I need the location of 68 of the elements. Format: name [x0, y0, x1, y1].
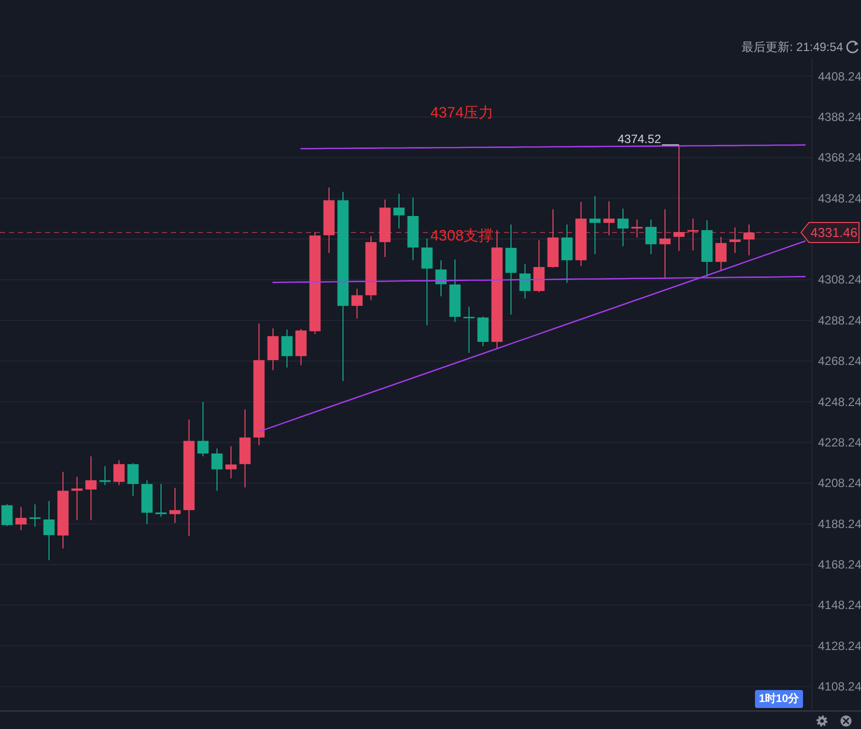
candlestick [617, 208, 629, 246]
candlestick [645, 220, 657, 254]
candlestick [85, 456, 97, 520]
candlestick [225, 446, 237, 478]
y-tick-label: 4228.24 [818, 435, 861, 450]
candlestick [715, 236, 727, 270]
candlestick [673, 144, 685, 251]
candlestick [169, 488, 181, 523]
candlestick [71, 476, 83, 520]
candlestick [687, 218, 699, 250]
annotation: 4308支撑 [430, 228, 494, 244]
y-tick-label: 4368.24 [818, 150, 861, 165]
candlestick [1, 504, 13, 526]
candlestick [351, 288, 363, 318]
candlestick [407, 198, 419, 260]
candlestick [183, 420, 195, 536]
candlestick [113, 460, 125, 486]
candlestick [281, 329, 293, 368]
candlestick [589, 196, 601, 254]
y-tick-label: 4208.24 [818, 476, 861, 490]
candlestick [155, 484, 167, 517]
chart-subtitle: 最后更新: 21:49:54 [742, 40, 844, 54]
candlestick [29, 504, 41, 527]
candlestick [575, 202, 587, 266]
candlestick [295, 329, 307, 366]
candlestick [463, 306, 475, 353]
y-tick-label: 4348.24 [818, 191, 861, 206]
candlestick [57, 472, 69, 548]
candlestick [743, 224, 755, 256]
y-tick-label: 4168.24 [818, 558, 861, 572]
candlestick [477, 316, 489, 346]
candlestick [729, 228, 741, 253]
y-tick-label: 4268.24 [818, 354, 861, 368]
annotation: 4374.52 [618, 132, 662, 146]
candlestick [603, 201, 615, 236]
candlestick [337, 192, 349, 382]
y-tick-label: 4108.24 [818, 680, 861, 694]
candlestick [211, 448, 223, 491]
y-tick-label: 4388.24 [818, 110, 861, 124]
candlestick [127, 463, 139, 496]
candlestick [379, 199, 391, 258]
candlestick [701, 220, 713, 277]
y-tick-label: 4188.24 [818, 516, 861, 531]
candlestick [141, 480, 153, 524]
candlestick [197, 402, 209, 456]
candlestick [505, 224, 517, 315]
annotation: 4374压力 [430, 104, 494, 122]
candlestick [561, 224, 573, 283]
y-tick-label: 4248.24 [818, 394, 861, 409]
candlestick [43, 500, 55, 560]
line-series [258, 240, 806, 432]
candlestick [267, 328, 279, 370]
ref-line-label: 4331.46 [810, 225, 858, 240]
y-tick-label: 4408.24 [818, 69, 861, 84]
y-tick-label: 4308.24 [818, 272, 861, 287]
candlestick [449, 259, 461, 322]
candlestick [547, 209, 559, 268]
candlestick [253, 324, 265, 446]
y-tick-label: 4288.24 [818, 313, 861, 328]
candlestick [631, 220, 643, 238]
y-tick-label: 4148.24 [818, 598, 861, 612]
candlestick [323, 187, 335, 253]
candlestick [659, 209, 671, 278]
y-tick-label: 4128.24 [818, 638, 861, 653]
candlestick [393, 194, 405, 229]
annotation: 1时10分 [758, 692, 800, 705]
candlestick [239, 409, 251, 488]
candlestick [99, 466, 111, 486]
